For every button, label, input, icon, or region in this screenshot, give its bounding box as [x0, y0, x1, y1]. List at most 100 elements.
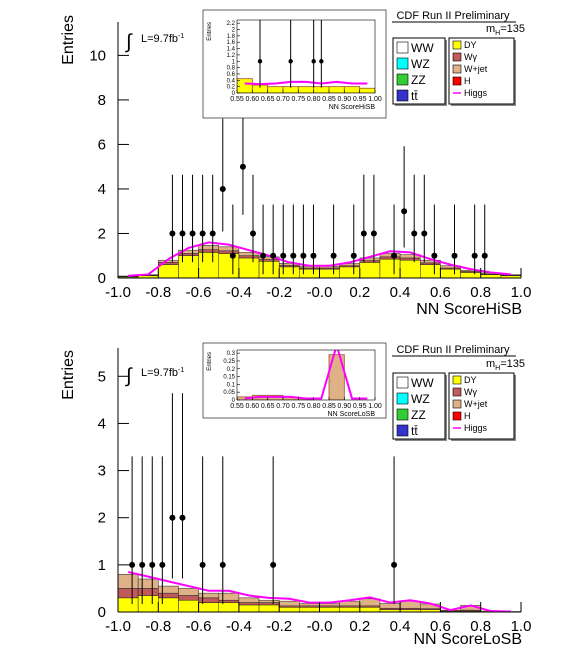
inset-bar: [328, 354, 345, 400]
inset-frame: [236, 19, 376, 94]
histogram-bar: [359, 607, 381, 612]
data-point: [149, 561, 156, 568]
data-point: [401, 208, 408, 215]
data-point: [451, 252, 458, 259]
x-tick-label: 0.6: [430, 618, 451, 635]
inset-x-tick-label: 0.80: [307, 96, 321, 103]
histogram-bar: [178, 599, 199, 612]
data-point: [350, 252, 357, 259]
plot-area: [118, 91, 521, 278]
legend-swatch: [452, 64, 462, 74]
inset-signal-line: [244, 350, 368, 400]
inset-data-point: [311, 59, 316, 64]
histogram-bar: [158, 597, 179, 612]
x-axis-title: NN ScoreHiSB: [416, 301, 522, 318]
legend-label: Wγ: [464, 52, 477, 62]
legend-swatch: [396, 392, 409, 405]
mass-rest: =135: [500, 358, 525, 370]
y-tick-label: 10: [89, 47, 106, 64]
inset-y-tick-label: 1.2: [227, 53, 236, 59]
inset-x-tick-label: 0.95: [353, 96, 367, 103]
data-point: [330, 252, 337, 259]
histogram-bar: [178, 595, 199, 601]
inset-box: [202, 9, 387, 119]
histogram-bar: [379, 256, 401, 260]
y-tick-label: 6: [98, 136, 106, 153]
histogram-bar: [420, 262, 441, 265]
y-axis-title: Entries: [60, 350, 77, 400]
x-tick-label: 0.2: [349, 284, 370, 301]
data-point: [199, 561, 206, 568]
histogram-bar: [238, 257, 260, 278]
inset-x-title: NN ScoreHiSB: [329, 104, 376, 111]
histogram-bar: [319, 268, 340, 278]
data-point: [239, 163, 246, 170]
inset-y-tick-label: 2.2: [227, 21, 236, 27]
histogram-bar: [278, 266, 300, 278]
inset-y-tick-label: 0.15: [223, 375, 235, 381]
histogram-bar: [137, 588, 159, 596]
inset-box: [202, 342, 387, 419]
histogram-bar: [158, 259, 179, 263]
inset-x-tick-label: 0.80: [307, 403, 321, 410]
mass-label: mH=135: [486, 358, 525, 372]
legend-label: DY: [464, 40, 477, 50]
histogram-bar: [278, 600, 300, 607]
data-point: [129, 561, 136, 568]
y-tick-label: 4: [98, 181, 106, 198]
legend-swatch: [452, 375, 462, 385]
histogram-bar: [258, 604, 280, 612]
x-tick-label: -1.0: [105, 284, 131, 301]
x-tick-label: 0.2: [349, 618, 370, 635]
data-point: [219, 185, 226, 192]
inset-y-tick-label: 1.4: [227, 47, 236, 53]
histogram-bar: [158, 592, 179, 599]
legend-label: Higgs: [464, 88, 488, 98]
histogram-bar: [258, 259, 280, 262]
y-axis-title: Entries: [60, 15, 77, 65]
legend-swatch: [452, 52, 462, 62]
inset-bar: [343, 86, 361, 93]
histogram-bar: [198, 249, 220, 253]
inset-bar: [267, 86, 284, 93]
legend-label: H: [464, 411, 471, 421]
data-point: [391, 252, 398, 259]
histogram-bar: [359, 260, 381, 263]
histogram-bar: [480, 274, 502, 278]
histogram-bar: [258, 599, 280, 603]
histogram-bar: [198, 592, 220, 599]
histogram-bar: [238, 602, 260, 606]
inset-frame: [236, 349, 376, 401]
histogram-bar: [379, 258, 401, 278]
inset-x-tick-label: 0.65: [261, 403, 275, 410]
data-point: [411, 230, 418, 237]
inset-y-tick-label: 0.1: [227, 382, 236, 388]
inset-x-tick-label: 1.00: [368, 96, 382, 103]
legend-label: W+jet: [464, 399, 488, 409]
legend-label: H: [464, 76, 471, 86]
x-tick-label: -0.8: [145, 284, 171, 301]
inset-y-tick-label: 1.6: [227, 40, 236, 46]
histogram-bar: [178, 588, 199, 596]
lumi-sup: -1: [178, 367, 184, 374]
legend-label: WW: [411, 376, 434, 390]
x-tick-label: 0.6: [430, 284, 451, 301]
inset-data-point: [319, 59, 324, 64]
inset-data-point: [288, 59, 293, 64]
x-tick-label: -0.0: [307, 284, 333, 301]
inset-y-tick-label: 0.25: [223, 359, 235, 365]
inset-x-tick-label: 0.70: [276, 403, 290, 410]
inset-x-tick-label: 0.75: [292, 403, 306, 410]
data-point: [179, 230, 186, 237]
inset-x-tick-label: 0.55: [230, 403, 244, 410]
data-point: [310, 252, 317, 259]
data-point: [219, 561, 226, 568]
histogram-bar: [198, 602, 220, 612]
legend-label: DY: [464, 375, 477, 385]
data-point: [250, 230, 257, 237]
legend-swatch: [452, 411, 462, 421]
inset-y-tick-label: 0.3: [227, 351, 236, 357]
inset-y-tick-label: 0.6: [227, 72, 236, 78]
y-tick-label: 1: [98, 557, 106, 574]
histogram-bar: [218, 246, 240, 252]
